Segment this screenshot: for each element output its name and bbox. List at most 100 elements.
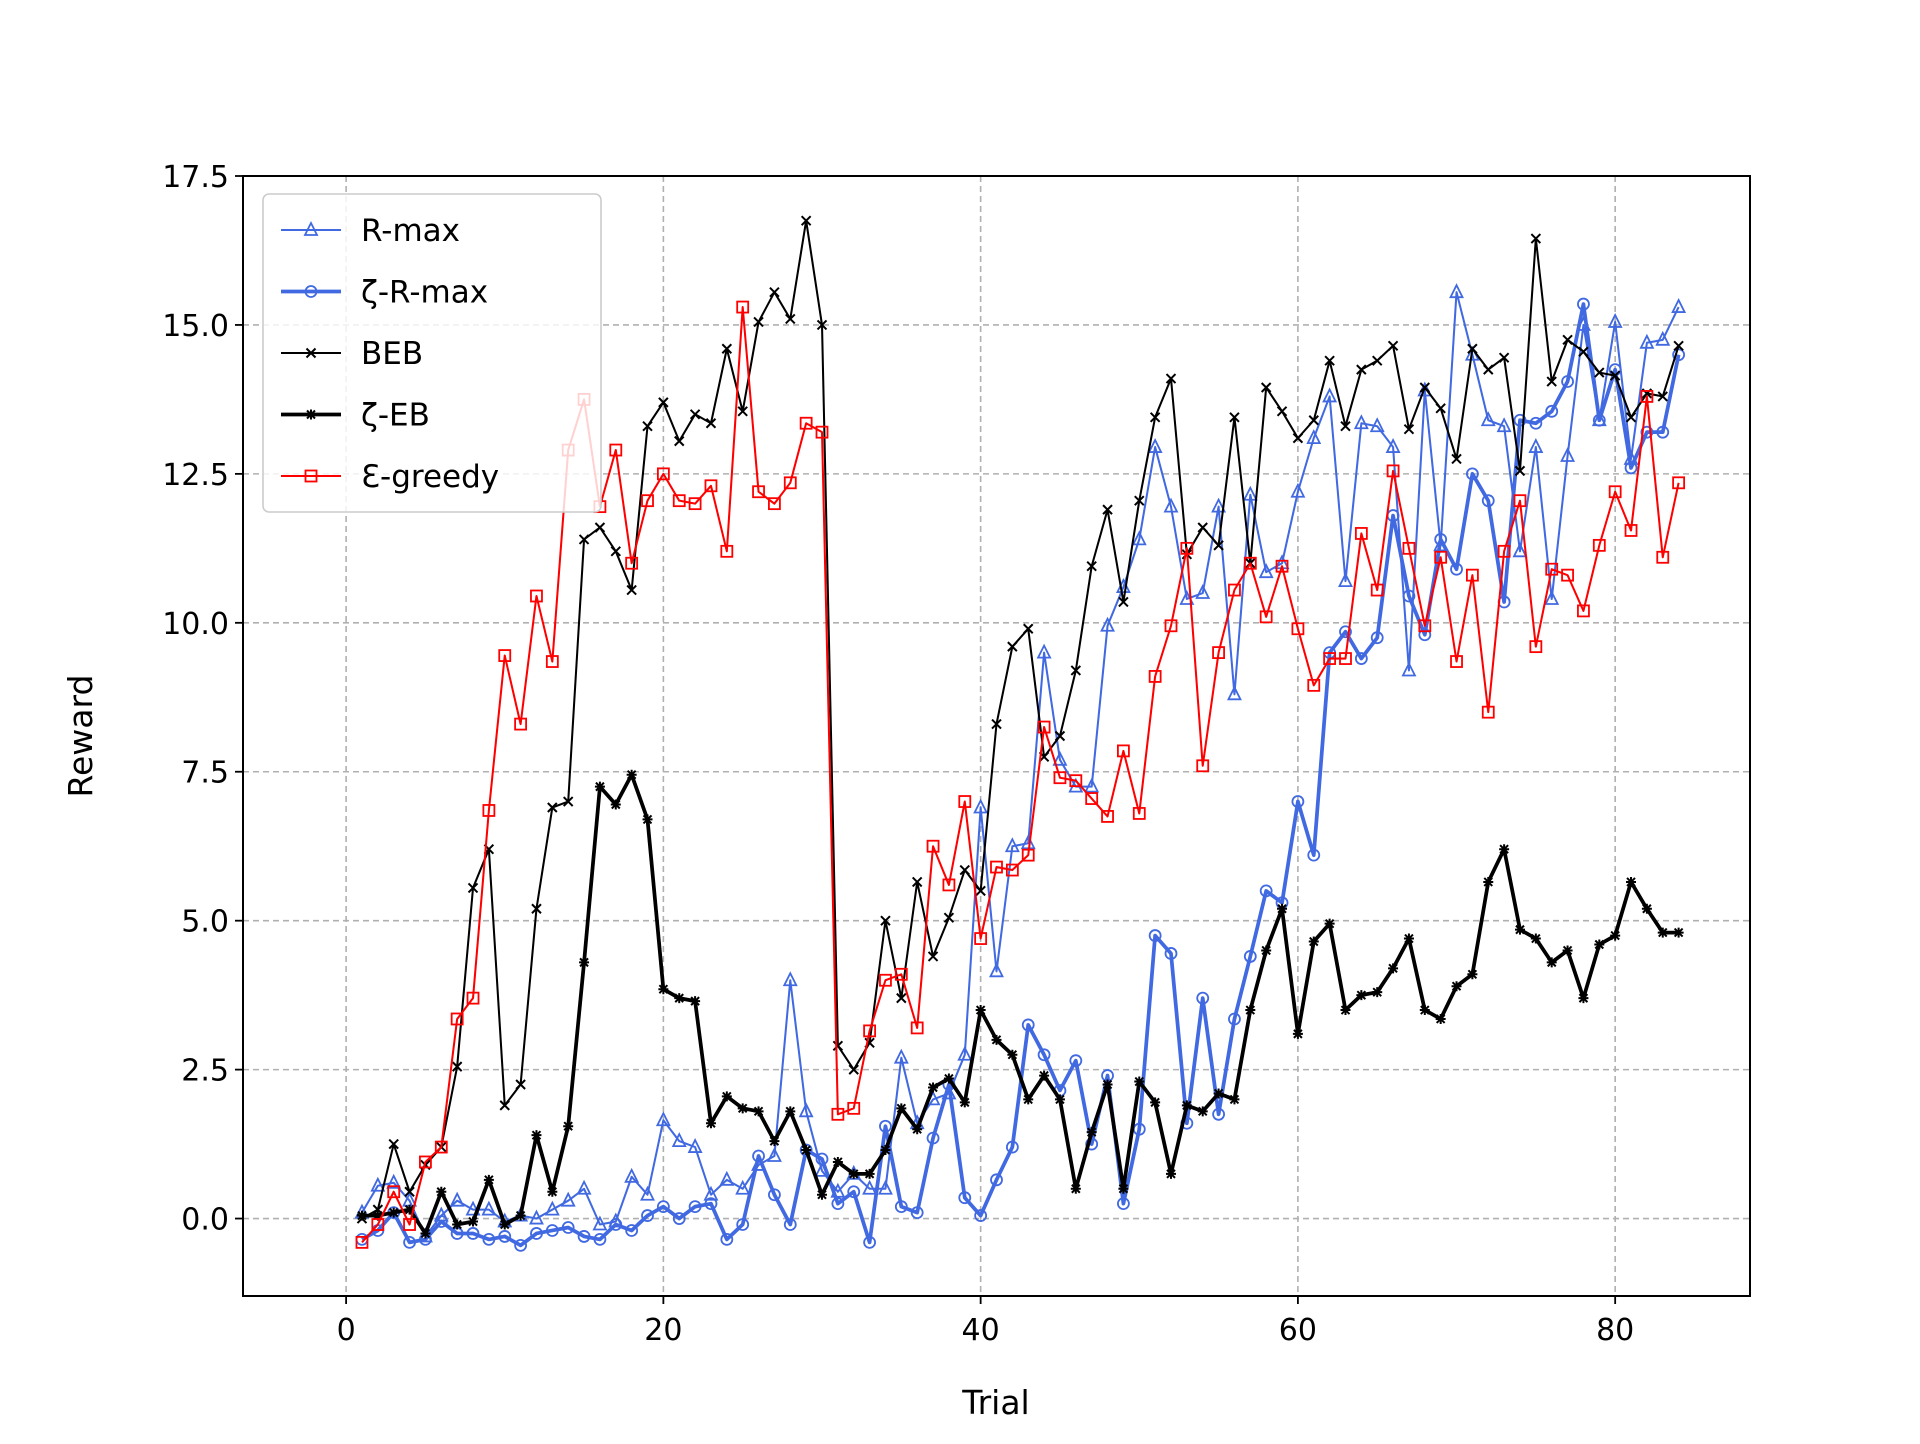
data-point-r-max — [973, 798, 989, 814]
data-point-greedy — [863, 1024, 876, 1038]
data-point-beb — [1403, 423, 1415, 435]
data-point-beb — [880, 915, 891, 926]
y-tick-label: 5.0 — [181, 905, 229, 940]
data-point-greedy — [1402, 541, 1416, 555]
data-point-greedy — [1656, 550, 1670, 564]
data-point-greedy — [768, 497, 781, 511]
data-point-r-max — [1147, 438, 1163, 453]
x-axis-label: Trial — [961, 1383, 1029, 1422]
legend-entry: Ɛ-greedy — [281, 459, 499, 495]
data-point-r-max — [403, 1235, 416, 1249]
data-point-beb — [515, 1079, 526, 1090]
data-point-beb — [737, 406, 748, 417]
data-point-beb — [1514, 465, 1526, 477]
data-point-beb — [1594, 367, 1605, 378]
data-point-greedy — [1354, 527, 1368, 540]
data-point-beb — [1530, 233, 1542, 244]
data-point-r-max — [926, 1131, 940, 1145]
data-point-greedy — [1640, 390, 1654, 403]
data-point-r-max — [561, 1221, 575, 1234]
data-point-eb — [817, 1189, 828, 1200]
data-point-eb — [436, 1186, 447, 1197]
data-point-eb — [420, 1228, 431, 1239]
data-point-r-max — [1084, 777, 1100, 793]
data-point-greedy — [387, 1185, 401, 1199]
data-point-beb — [975, 885, 986, 897]
data-point-r-max — [641, 1209, 654, 1222]
data-point-eb — [1165, 1168, 1176, 1179]
data-point-beb — [896, 992, 907, 1004]
data-point-eb — [1308, 936, 1319, 947]
data-point-greedy — [1624, 524, 1638, 537]
data-point-greedy — [752, 485, 765, 499]
y-axis-label: Reward — [61, 675, 100, 798]
data-point-r-max — [1496, 417, 1512, 433]
data-point-beb — [1483, 364, 1494, 375]
data-point-eb — [1578, 993, 1589, 1004]
data-point-greedy — [1323, 652, 1337, 665]
data-point-r-max — [498, 1230, 512, 1243]
data-point-eb — [912, 1124, 923, 1135]
data-point-beb — [1197, 522, 1208, 533]
data-point-beb — [848, 1064, 859, 1075]
data-point-r-max — [1577, 297, 1590, 311]
axis-ticks: 0 20 40 60 80 0.0 2.5 5.0 7.5 10.0 12.5 15.0 17.5 — [162, 160, 1634, 1348]
data-point-r-max — [1163, 497, 1179, 513]
data-point-eb — [896, 1103, 907, 1114]
data-point-greedy — [450, 1012, 464, 1026]
data-point-r-max — [1418, 628, 1432, 642]
legend-label: BEB — [361, 336, 423, 372]
data-point-beb — [467, 882, 479, 894]
data-point-r-max — [1036, 643, 1052, 659]
data-point-eb — [642, 814, 653, 825]
legend-marker-swatch — [303, 220, 319, 236]
data-point-r-max — [576, 1179, 592, 1195]
data-point-r-max — [1212, 1107, 1225, 1121]
data-point-beb — [816, 319, 828, 331]
data-point-eb — [1610, 930, 1621, 941]
data-point-r-max — [1560, 446, 1576, 462]
data-point-r-max — [1322, 387, 1338, 403]
data-point-r-max — [592, 1215, 608, 1231]
data-point-r-max — [1100, 616, 1115, 632]
data-point-r-max — [529, 1209, 544, 1225]
data-point-eb — [880, 1145, 891, 1156]
data-point-eb — [1054, 1094, 1065, 1105]
data-point-eb — [801, 1145, 812, 1156]
data-point-beb — [1578, 346, 1589, 357]
data-point-r-max — [1290, 482, 1306, 498]
data-point-greedy — [1608, 485, 1622, 499]
data-point-r-max — [386, 1173, 402, 1189]
data-point-r-max — [831, 1197, 845, 1211]
data-point-greedy — [942, 878, 956, 892]
data-point-r-max — [989, 962, 1004, 978]
data-point-eb — [468, 1216, 479, 1227]
data-point-greedy — [720, 544, 734, 558]
data-point-greedy — [704, 479, 718, 493]
data-point-greedy — [1545, 562, 1559, 576]
data-point-r-max — [1655, 330, 1671, 346]
data-point-r-max — [544, 1200, 560, 1216]
data-point-greedy — [656, 467, 670, 481]
legend-marker-swatch — [305, 347, 317, 359]
data-point-r-max — [1512, 542, 1528, 558]
data-point-r-max — [783, 1218, 797, 1231]
data-point-eb — [705, 1118, 716, 1129]
data-point-greedy — [1259, 610, 1273, 624]
data-point-greedy — [403, 1218, 416, 1231]
data-point-greedy — [688, 497, 702, 511]
data-point-eb — [848, 1168, 859, 1179]
data-point-greedy — [1275, 559, 1289, 573]
data-point-beb — [1023, 623, 1034, 634]
data-point-greedy — [1069, 774, 1083, 788]
data-point-eb — [626, 769, 637, 780]
data-point-eb — [452, 1219, 463, 1230]
data-point-eb — [721, 1091, 732, 1102]
data-point-r-max — [687, 1138, 703, 1153]
data-point-eb — [1134, 1076, 1145, 1087]
data-point-beb — [531, 903, 542, 914]
data-point-eb — [1514, 924, 1525, 935]
plot-area-frame — [242, 175, 1751, 1297]
data-point-r-max — [530, 1227, 543, 1240]
